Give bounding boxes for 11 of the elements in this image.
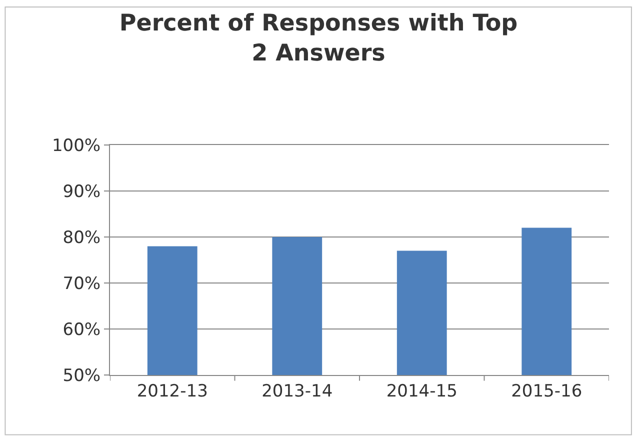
x-tick-label: 2015-16 — [511, 381, 582, 402]
x-tick-label: 2013-14 — [262, 381, 333, 402]
y-tick-label: 50% — [62, 366, 101, 386]
y-tick-label: 80% — [62, 228, 101, 248]
chart-title: Percent of Responses with Top 2 Answers — [119, 10, 518, 66]
y-tick-label: 90% — [62, 182, 101, 202]
y-tick-label: 100% — [52, 136, 101, 156]
x-tick-label: 2012-13 — [136, 381, 208, 402]
x-tick-label: 2014-15 — [386, 381, 458, 402]
y-tick-label: 70% — [62, 274, 101, 294]
y-tick-label: 60% — [62, 320, 101, 340]
